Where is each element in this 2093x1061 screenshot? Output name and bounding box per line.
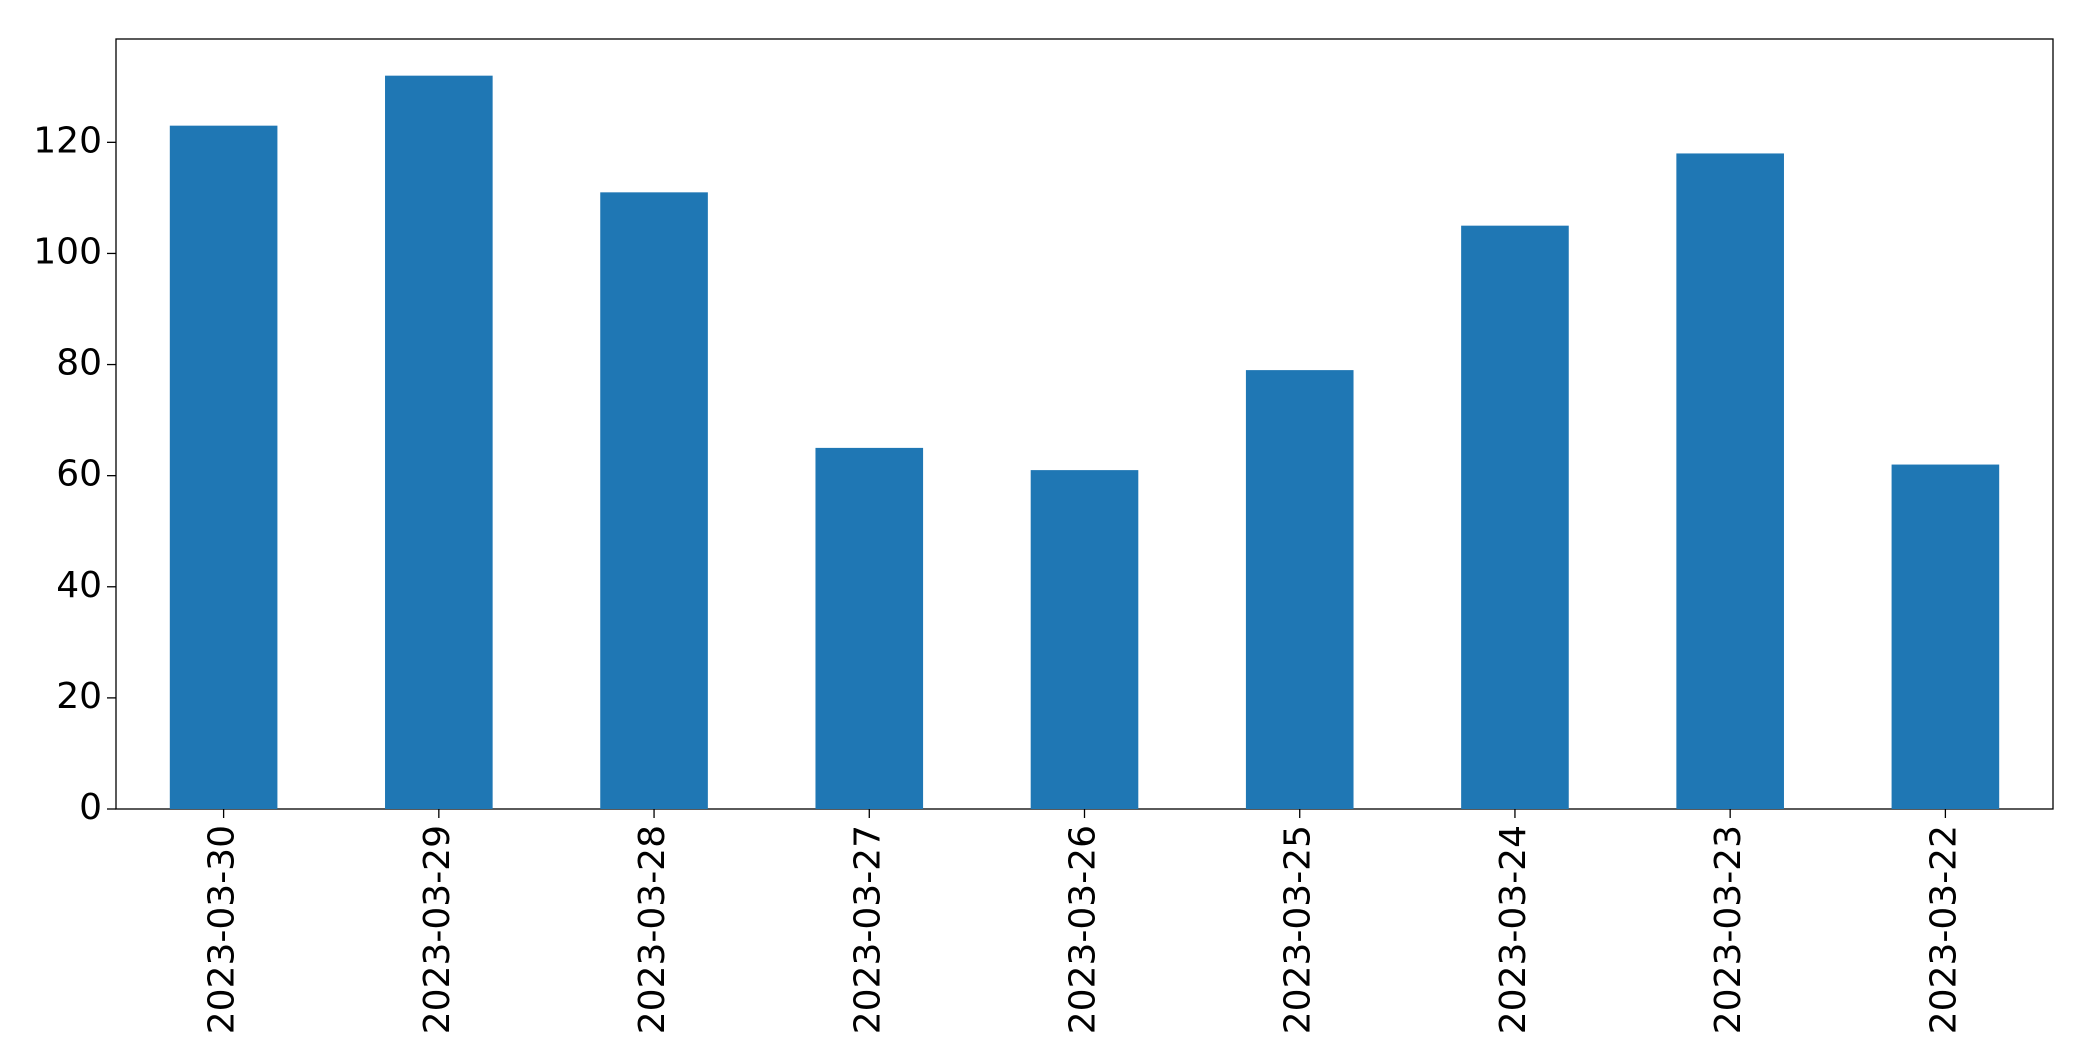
x-tick-label: 2023-03-29 [417,825,458,1034]
x-tick-label: 2023-03-22 [1923,825,1964,1034]
bar [1030,470,1139,809]
y-tick-label: 80 [56,343,102,384]
x-tick-label: 2023-03-24 [1493,825,1534,1034]
x-tick-label: 2023-03-25 [1278,825,1319,1034]
bar [815,447,924,809]
bar [385,75,493,809]
y-tick-label: 0 [79,787,102,828]
bar [1245,370,1354,809]
bar [1461,225,1569,809]
x-tick-label: 2023-03-30 [202,825,243,1034]
bar [600,192,708,810]
y-tick-label: 40 [56,565,102,606]
x-tick-label: 2023-03-28 [632,825,673,1034]
x-tick-label: 2023-03-27 [847,825,888,1034]
y-tick-label: 120 [33,120,102,161]
x-tick-label: 2023-03-26 [1063,825,1104,1034]
bar [1676,153,1784,809]
x-tick-label: 2023-03-23 [1708,825,1749,1034]
y-tick-label: 100 [33,231,102,272]
y-tick-label: 20 [56,676,102,717]
bar [1891,464,2000,809]
y-tick-label: 60 [56,454,102,495]
bar [169,125,278,809]
